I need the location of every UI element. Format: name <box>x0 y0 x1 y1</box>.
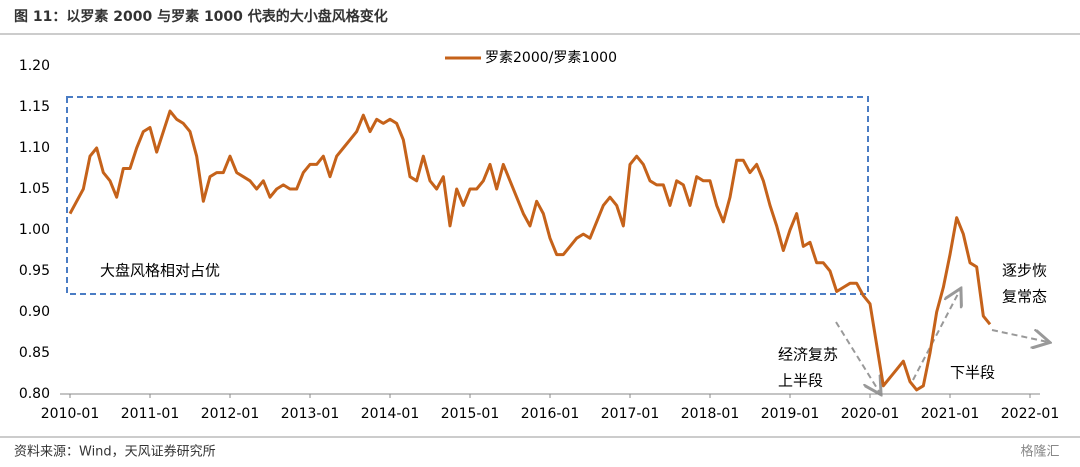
arrow <box>912 290 960 381</box>
x-tick-label: 2013-01 <box>281 406 340 422</box>
x-tick-label: 2021-01 <box>921 406 980 422</box>
y-tick-label: 0.80 <box>19 386 50 402</box>
x-tick-label: 2018-01 <box>681 406 740 422</box>
watermark: 格隆汇 <box>1020 444 1059 460</box>
annotation: 上半段 <box>778 372 823 390</box>
annotation: 逐步恢 <box>1002 262 1047 280</box>
y-tick-label: 0.95 <box>19 263 50 279</box>
annotation: 大盘风格相对占优 <box>100 262 220 280</box>
y-tick-label: 1.20 <box>19 58 50 74</box>
x-tick-label: 2020-01 <box>841 406 900 422</box>
y-tick-label: 1.10 <box>19 140 50 156</box>
arrow <box>991 330 1048 342</box>
series-line <box>68 109 992 392</box>
y-tick-label: 1.05 <box>19 181 50 197</box>
y-tick-label: 1.00 <box>19 222 50 238</box>
x-tick-label: 2022-01 <box>1001 406 1060 422</box>
x-tick-label: 2010-01 <box>41 406 100 422</box>
chart-title: 图 11：以罗素 2000 与罗素 1000 代表的大小盘风格变化 <box>14 8 388 25</box>
x-tick-label: 2014-01 <box>361 406 420 422</box>
legend-label: 罗素2000/罗素1000 <box>485 50 617 66</box>
highlight-box <box>66 96 869 295</box>
annotation: 复常态 <box>1002 288 1047 306</box>
annotation: 经济复苏 <box>778 346 838 364</box>
annotation: 下半段 <box>950 364 995 382</box>
y-tick-label: 1.15 <box>19 99 50 115</box>
x-tick-label: 2015-01 <box>441 406 500 422</box>
y-tick-label: 0.90 <box>19 304 50 320</box>
source: 资料来源：Wind，天风证券研究所 <box>14 444 216 460</box>
arrow <box>835 321 880 393</box>
x-tick-label: 2011-01 <box>121 406 180 422</box>
y-tick-label: 0.85 <box>19 345 50 361</box>
x-tick-label: 2016-01 <box>521 406 580 422</box>
x-tick-label: 2012-01 <box>201 406 260 422</box>
x-tick-label: 2017-01 <box>601 406 660 422</box>
x-tick-label: 2019-01 <box>761 406 820 422</box>
